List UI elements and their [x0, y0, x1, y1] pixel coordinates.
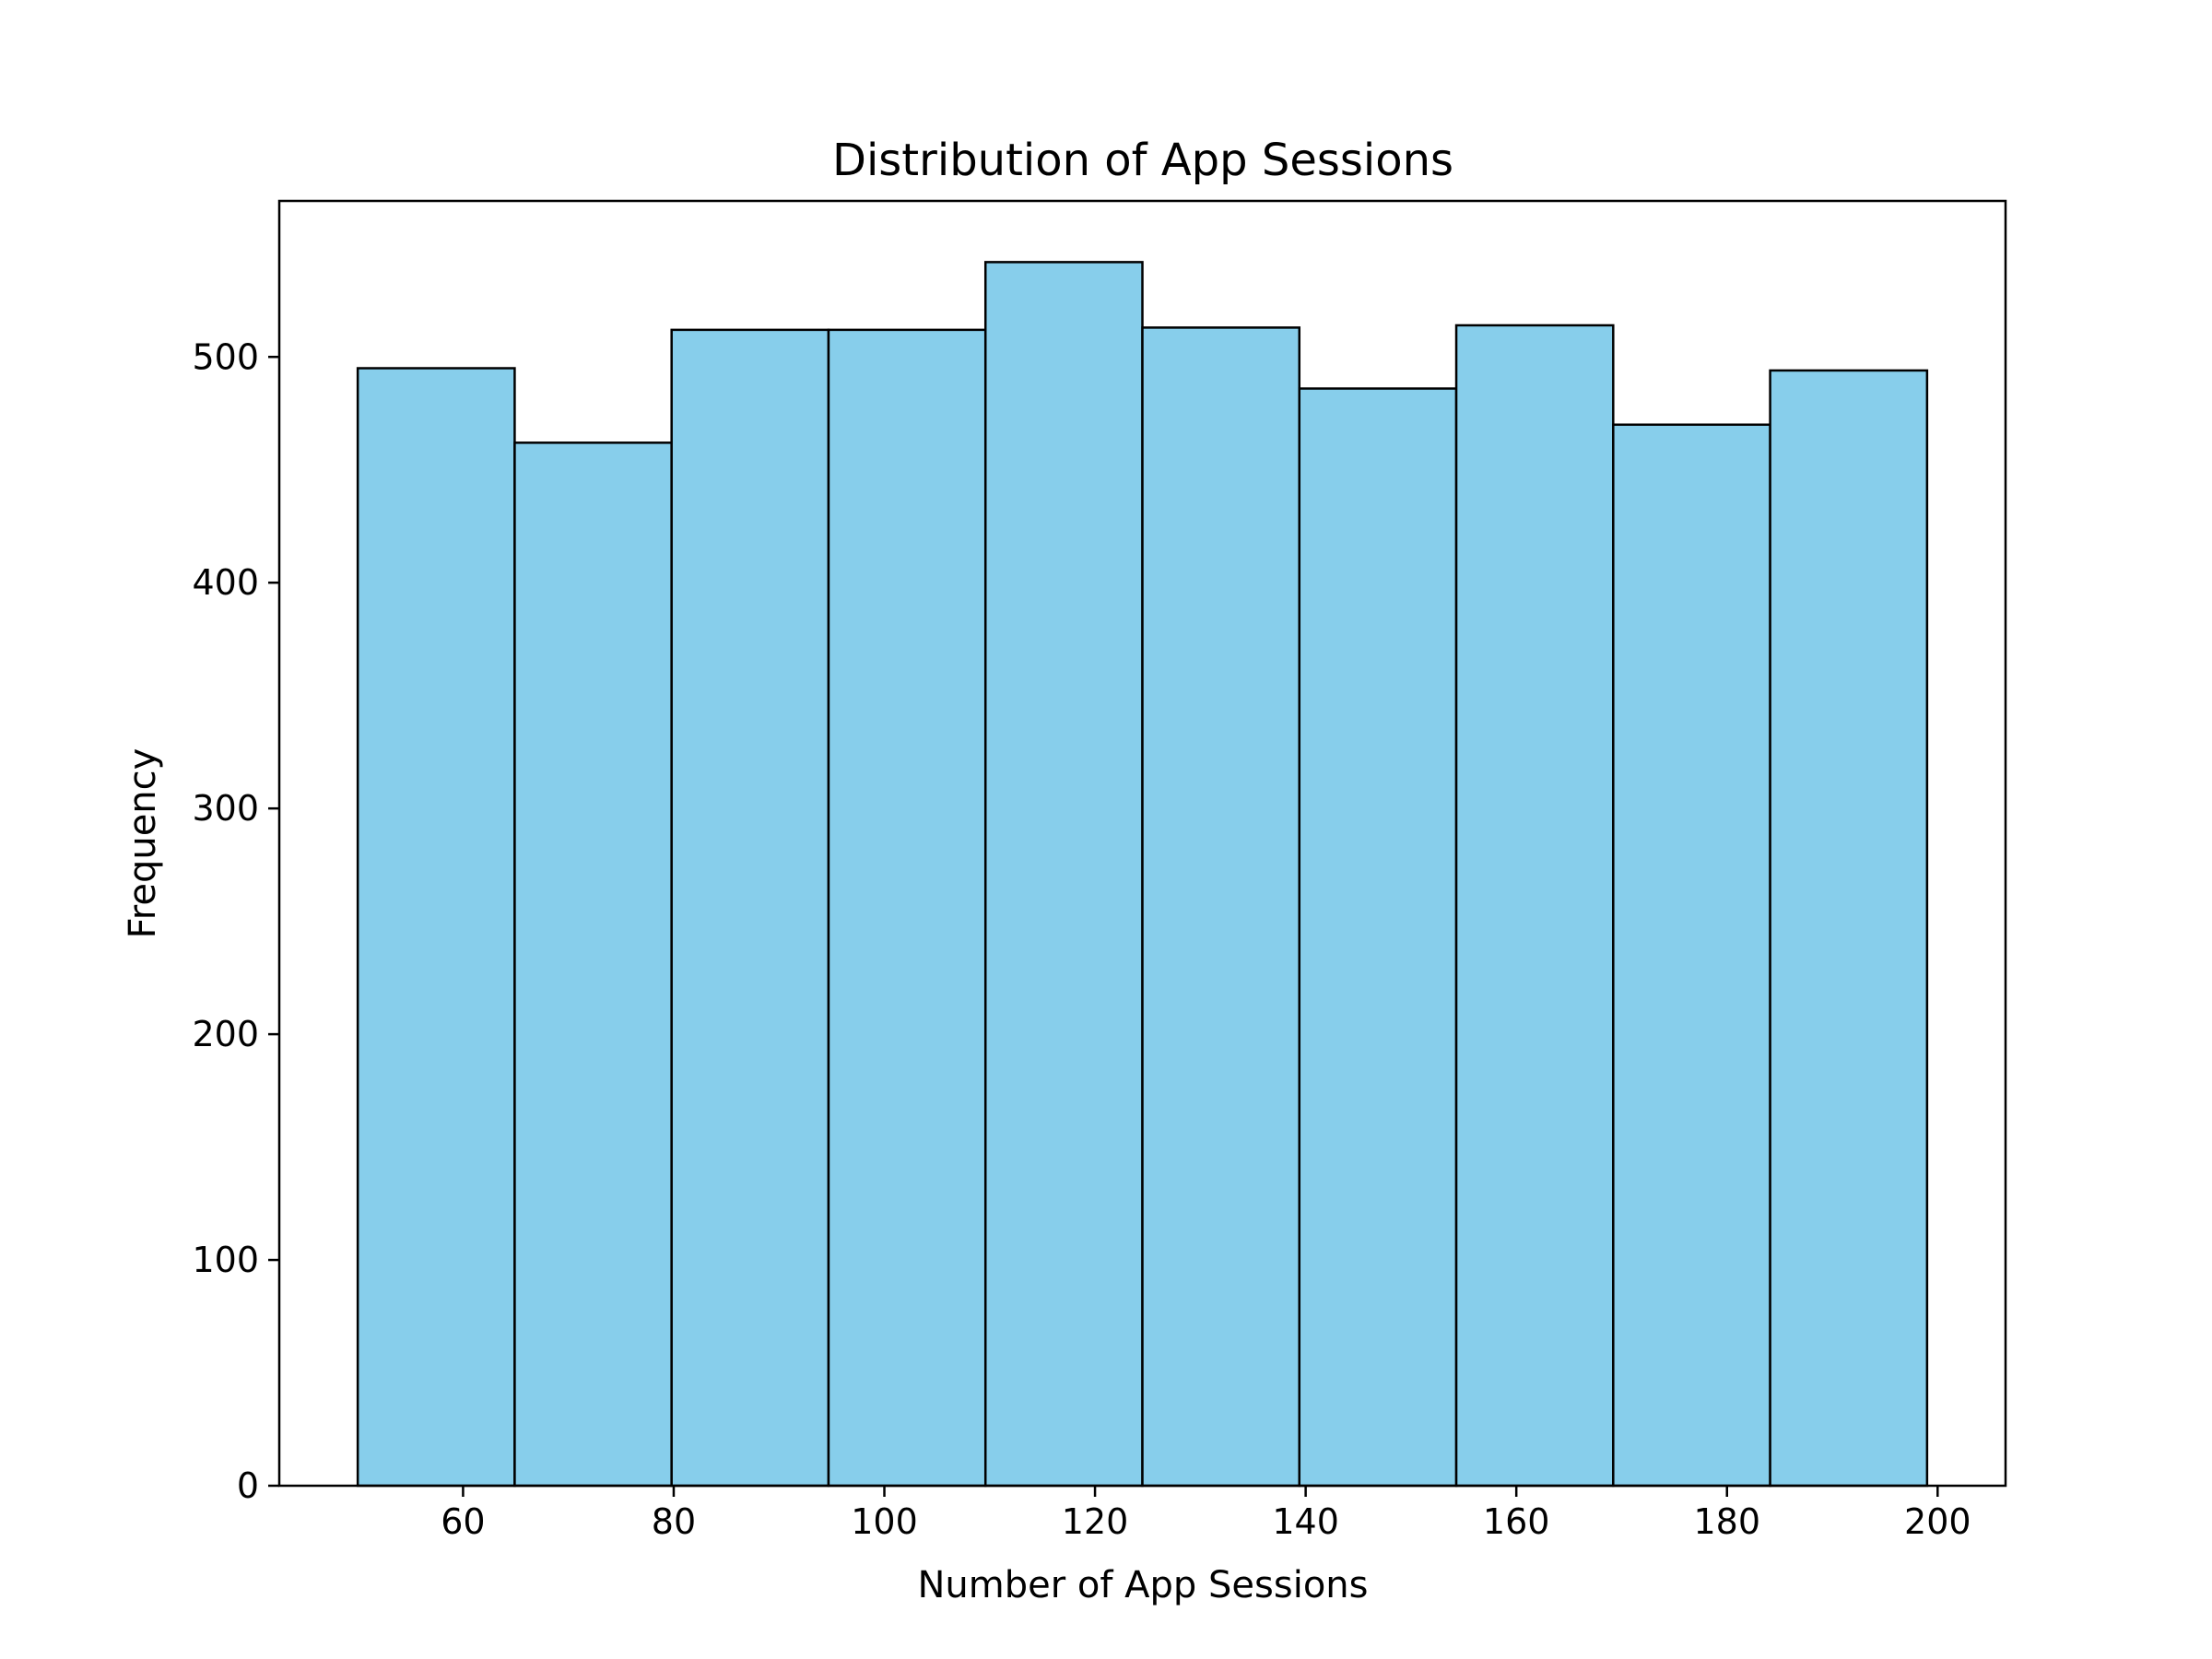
- y-tick-label: 200: [192, 1014, 259, 1054]
- y-tick-label: 500: [192, 336, 259, 377]
- histogram-bar: [983, 261, 1144, 1488]
- x-tick-label: 80: [652, 1501, 696, 1542]
- histogram-bar: [1769, 369, 1929, 1488]
- x-tick-label: 140: [1272, 1501, 1339, 1542]
- x-tick-label: 100: [851, 1501, 918, 1542]
- histogram-bar: [1298, 387, 1458, 1488]
- x-tick-label: 60: [441, 1501, 485, 1542]
- histogram-bar: [1612, 423, 1771, 1488]
- histogram-bar: [513, 441, 673, 1488]
- y-tick-label: 300: [192, 788, 259, 829]
- histogram-bar: [1141, 326, 1301, 1488]
- x-axis-title: Number of App Sessions: [918, 1564, 1369, 1606]
- y-tick-label: 0: [237, 1465, 259, 1506]
- histogram-bar: [356, 367, 516, 1488]
- histogram-bar: [1454, 324, 1615, 1488]
- y-tick-label: 400: [192, 562, 259, 603]
- bars-group: [356, 261, 1929, 1488]
- x-tick-label: 160: [1483, 1501, 1550, 1542]
- plot-area-frame: [277, 199, 2007, 1488]
- histogram-bar: [827, 328, 987, 1488]
- y-axis-ticks: 0 100 200 300 400 500: [192, 336, 279, 1506]
- histogram-bar: [670, 328, 830, 1488]
- x-tick-label: 180: [1693, 1501, 1760, 1542]
- x-tick-label: 200: [1904, 1501, 1971, 1542]
- y-tick-label: 100: [192, 1240, 259, 1280]
- x-axis-ticks: 60 80 100 120 140 160 180 200: [441, 1486, 1971, 1542]
- chart-title: Distribution of App Sessions: [832, 135, 1453, 186]
- x-tick-label: 120: [1062, 1501, 1129, 1542]
- y-axis-title: Frequency: [122, 748, 164, 939]
